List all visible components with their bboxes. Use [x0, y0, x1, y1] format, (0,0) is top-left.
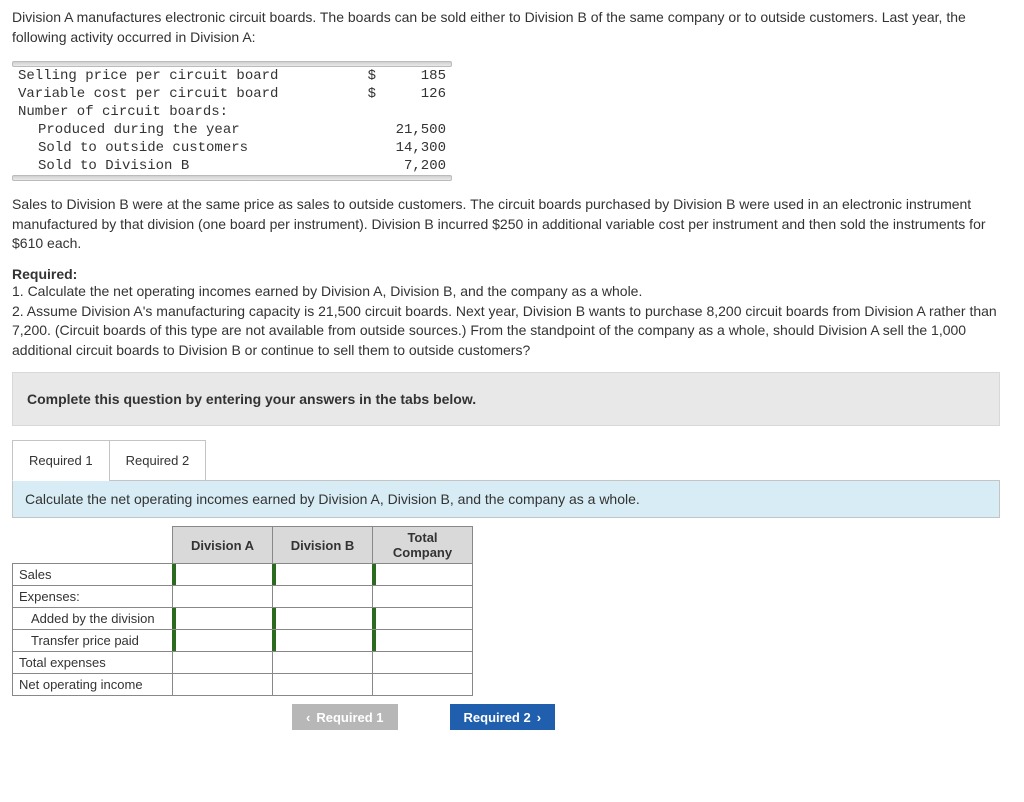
input-tick-icon	[372, 608, 376, 629]
answer-cell	[273, 652, 373, 674]
answer-input-cell[interactable]	[373, 564, 473, 586]
data-row: Sold to outside customers 14,300	[12, 139, 452, 157]
answer-cell	[373, 652, 473, 674]
intro-paragraph: Division A manufactures electronic circu…	[12, 8, 1012, 47]
answer-cell	[273, 586, 373, 608]
data-row-value: 7,200	[376, 158, 446, 174]
data-row-label: Number of circuit boards:	[18, 104, 354, 120]
answer-input-cell[interactable]	[273, 630, 373, 652]
answer-input-cell[interactable]	[273, 564, 373, 586]
answer-table: Division A Division B Total Company Sale…	[12, 526, 473, 696]
data-row: Variable cost per circuit board$126	[12, 85, 452, 103]
tab-required-1[interactable]: Required 1	[12, 440, 110, 481]
answer-input-cell[interactable]	[173, 630, 273, 652]
data-row-label: Variable cost per circuit board	[18, 86, 354, 102]
nav-next-label: Required 2	[464, 710, 531, 725]
data-row-label: Produced during the year	[18, 122, 354, 138]
row-label: Sales	[13, 564, 173, 586]
row-label: Added by the division	[13, 608, 173, 630]
data-row-value: 21,500	[376, 122, 446, 138]
table-row: Transfer price paid	[13, 630, 473, 652]
input-tick-icon	[172, 564, 176, 585]
data-row: Selling price per circuit board$185	[12, 67, 452, 85]
table-row: Total expenses	[13, 652, 473, 674]
row-label: Total expenses	[13, 652, 173, 674]
input-tick-icon	[272, 608, 276, 629]
data-row-value	[376, 104, 446, 120]
chevron-right-icon: ›	[537, 710, 541, 725]
row-label: Expenses:	[13, 586, 173, 608]
answer-input-cell[interactable]	[273, 608, 373, 630]
table-row: Added by the division	[13, 608, 473, 630]
required-item-1: 1. Calculate the net operating incomes e…	[12, 282, 1012, 302]
row-label: Net operating income	[13, 674, 173, 696]
answer-input-cell[interactable]	[373, 630, 473, 652]
data-row-label: Sold to outside customers	[18, 140, 354, 156]
nav-next-button[interactable]: Required 2 ›	[450, 704, 556, 730]
data-row-currency	[354, 140, 376, 156]
tab-strip: Required 1 Required 2	[12, 440, 1012, 481]
chevron-left-icon: ‹	[306, 710, 310, 725]
answer-input-cell[interactable]	[173, 564, 273, 586]
input-tick-icon	[172, 630, 176, 651]
required-heading: Required:	[12, 266, 1012, 282]
data-row-currency: $	[354, 68, 376, 84]
data-row: Number of circuit boards:	[12, 103, 452, 121]
data-row-currency	[354, 104, 376, 120]
table-row: Expenses:	[13, 586, 473, 608]
table-corner	[13, 527, 173, 564]
data-row-label: Selling price per circuit board	[18, 68, 354, 84]
nav-buttons: ‹ Required 1 Required 2 ›	[292, 704, 1012, 730]
data-row-currency	[354, 122, 376, 138]
col-header-division-a: Division A	[173, 527, 273, 564]
answer-cell	[173, 674, 273, 696]
data-row: Sold to Division B 7,200	[12, 157, 452, 175]
data-row-label: Sold to Division B	[18, 158, 354, 174]
col-header-division-b: Division B	[273, 527, 373, 564]
answer-cell	[173, 652, 273, 674]
row-label: Transfer price paid	[13, 630, 173, 652]
data-row-value: 185	[376, 68, 446, 84]
data-row-value: 126	[376, 86, 446, 102]
input-tick-icon	[272, 564, 276, 585]
paragraph-2: Sales to Division B were at the same pri…	[12, 195, 1012, 254]
answer-cell	[273, 674, 373, 696]
nav-prev-button[interactable]: ‹ Required 1	[292, 704, 398, 730]
required-section: Required: 1. Calculate the net operating…	[12, 266, 1012, 360]
answer-cell	[173, 586, 273, 608]
table-row: Net operating income	[13, 674, 473, 696]
tab-required-2[interactable]: Required 2	[109, 440, 207, 481]
answer-input-cell[interactable]	[173, 608, 273, 630]
data-table: Selling price per circuit board$185Varia…	[12, 61, 452, 181]
nav-prev-label: Required 1	[316, 710, 383, 725]
data-row-currency: $	[354, 86, 376, 102]
table-row: Sales	[13, 564, 473, 586]
col-header-total-company: Total Company	[373, 527, 473, 564]
data-row-currency	[354, 158, 376, 174]
required-item-2: 2. Assume Division A's manufacturing cap…	[12, 302, 1012, 361]
input-tick-icon	[172, 608, 176, 629]
input-tick-icon	[272, 630, 276, 651]
data-row: Produced during the year 21,500	[12, 121, 452, 139]
answer-input-cell[interactable]	[373, 608, 473, 630]
tab-instruction: Calculate the net operating incomes earn…	[12, 480, 1000, 518]
data-row-value: 14,300	[376, 140, 446, 156]
answer-cell	[373, 674, 473, 696]
input-tick-icon	[372, 630, 376, 651]
input-tick-icon	[372, 564, 376, 585]
instruction-box: Complete this question by entering your …	[12, 372, 1000, 426]
answer-cell	[373, 586, 473, 608]
data-bottom-bar	[12, 175, 452, 181]
